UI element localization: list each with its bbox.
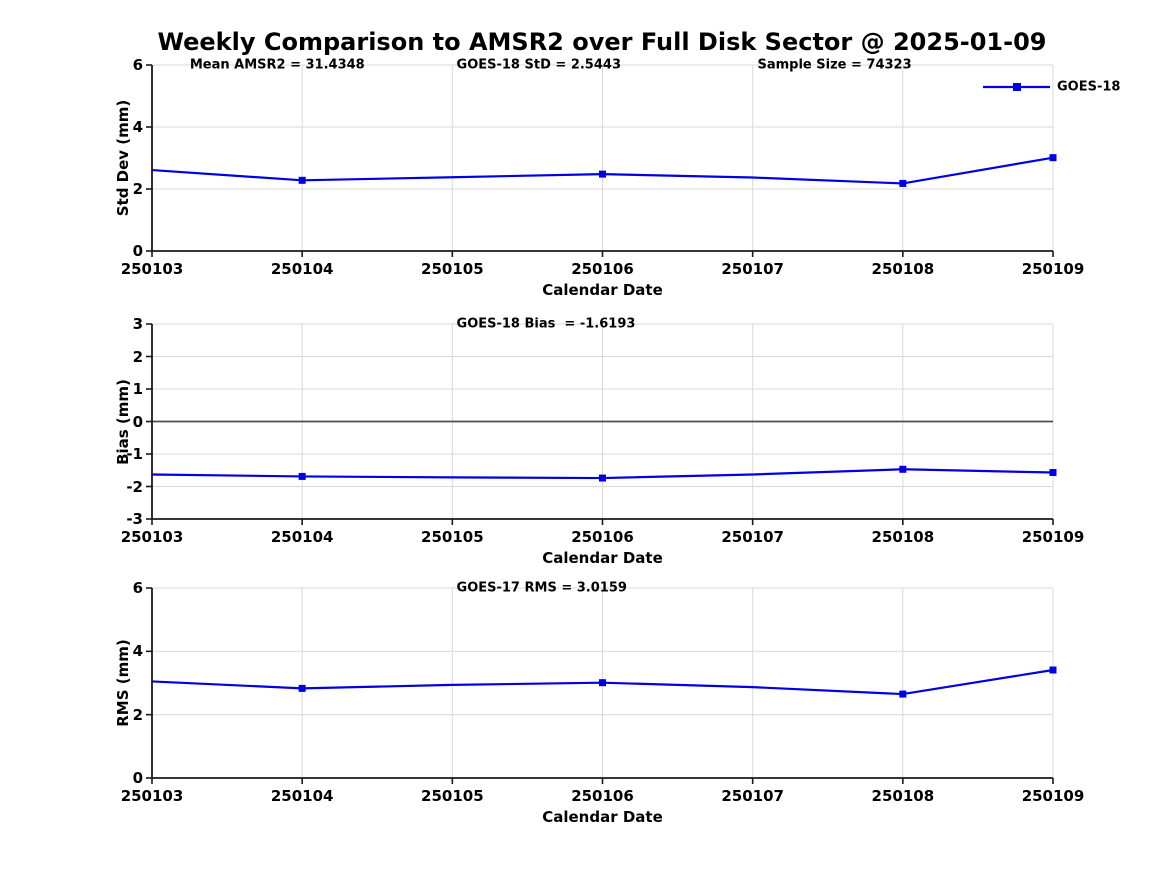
y-tick-label: 2	[132, 347, 143, 366]
x-tick-label: 250108	[871, 528, 935, 546]
x-tick-label: 250103	[120, 260, 184, 278]
x-tick-label: 250106	[571, 260, 634, 278]
x-axis-label: Calendar Date	[542, 808, 663, 826]
data-point-marker	[599, 679, 606, 687]
x-tick-label: 250106	[571, 787, 634, 805]
data-point-marker	[1049, 154, 1057, 162]
y-tick-label: 4	[132, 642, 143, 661]
y-tick-label: 6	[132, 579, 143, 597]
x-axis-label: Calendar Date	[542, 549, 663, 567]
y-tick-label: 6	[132, 56, 143, 74]
x-tick-label: 250107	[721, 528, 784, 546]
data-point-marker	[298, 472, 306, 480]
y-tick-label: 2	[132, 180, 143, 198]
y-axis-label: Bias (mm)	[114, 378, 132, 465]
x-tick-label: 250103	[120, 787, 184, 805]
data-point-marker	[899, 690, 907, 698]
data-point-marker	[298, 684, 306, 692]
x-tick-label: 250107	[721, 260, 784, 278]
y-tick-label: 0	[132, 769, 143, 787]
data-point-marker	[298, 176, 306, 184]
x-tick-label: 250109	[1021, 528, 1085, 546]
x-tick-label: 250109	[1021, 260, 1085, 278]
y-tick-label: 4	[132, 118, 143, 136]
legend-label: GOES-18	[1057, 79, 1121, 95]
y-tick-label: 3	[132, 315, 143, 333]
x-tick-label: 250107	[721, 787, 784, 805]
x-tick-label: 250105	[421, 787, 484, 805]
annotation: GOES-17 RMS = 3.0159	[456, 580, 627, 596]
x-tick-label: 250106	[571, 528, 634, 546]
annotation: Mean AMSR2 = 31.4348	[189, 57, 365, 73]
x-tick-label: 250105	[421, 260, 484, 278]
x-tick-label: 250109	[1021, 787, 1085, 805]
x-axis-label: Calendar Date	[542, 281, 663, 299]
x-tick-label: 250104	[270, 787, 334, 805]
x-tick-label: 250105	[421, 528, 484, 546]
y-axis-label: RMS (mm)	[114, 639, 132, 727]
y-tick-label: -1	[126, 445, 143, 463]
x-tick-label: 250108	[871, 260, 935, 278]
y-tick-label: 0	[132, 412, 143, 431]
legend-marker	[1013, 83, 1021, 91]
y-tick-label: -3	[126, 510, 143, 528]
data-point-marker	[599, 474, 606, 482]
x-tick-label: 250104	[270, 528, 334, 546]
data-point-marker	[1049, 469, 1057, 477]
x-tick-label: 250103	[120, 528, 184, 546]
data-point-marker	[1049, 666, 1057, 674]
x-tick-label: 250108	[871, 787, 935, 805]
annotation: GOES-18 StD = 2.5443	[456, 57, 621, 73]
y-tick-label: 0	[132, 242, 143, 260]
chart-title: Weekly Comparison to AMSR2 over Full Dis…	[157, 28, 1047, 56]
y-axis-label: Std Dev (mm)	[114, 99, 132, 217]
annotation: GOES-18 Bias = -1.6193	[456, 316, 636, 332]
annotation: Sample Size = 74323	[757, 57, 912, 73]
data-point-marker	[899, 179, 907, 187]
y-tick-label: -2	[126, 477, 143, 496]
data-point-marker	[899, 465, 907, 473]
y-tick-label: 2	[132, 705, 143, 724]
x-tick-label: 250104	[270, 260, 334, 278]
y-tick-label: 1	[132, 380, 143, 398]
data-point-marker	[599, 170, 606, 178]
